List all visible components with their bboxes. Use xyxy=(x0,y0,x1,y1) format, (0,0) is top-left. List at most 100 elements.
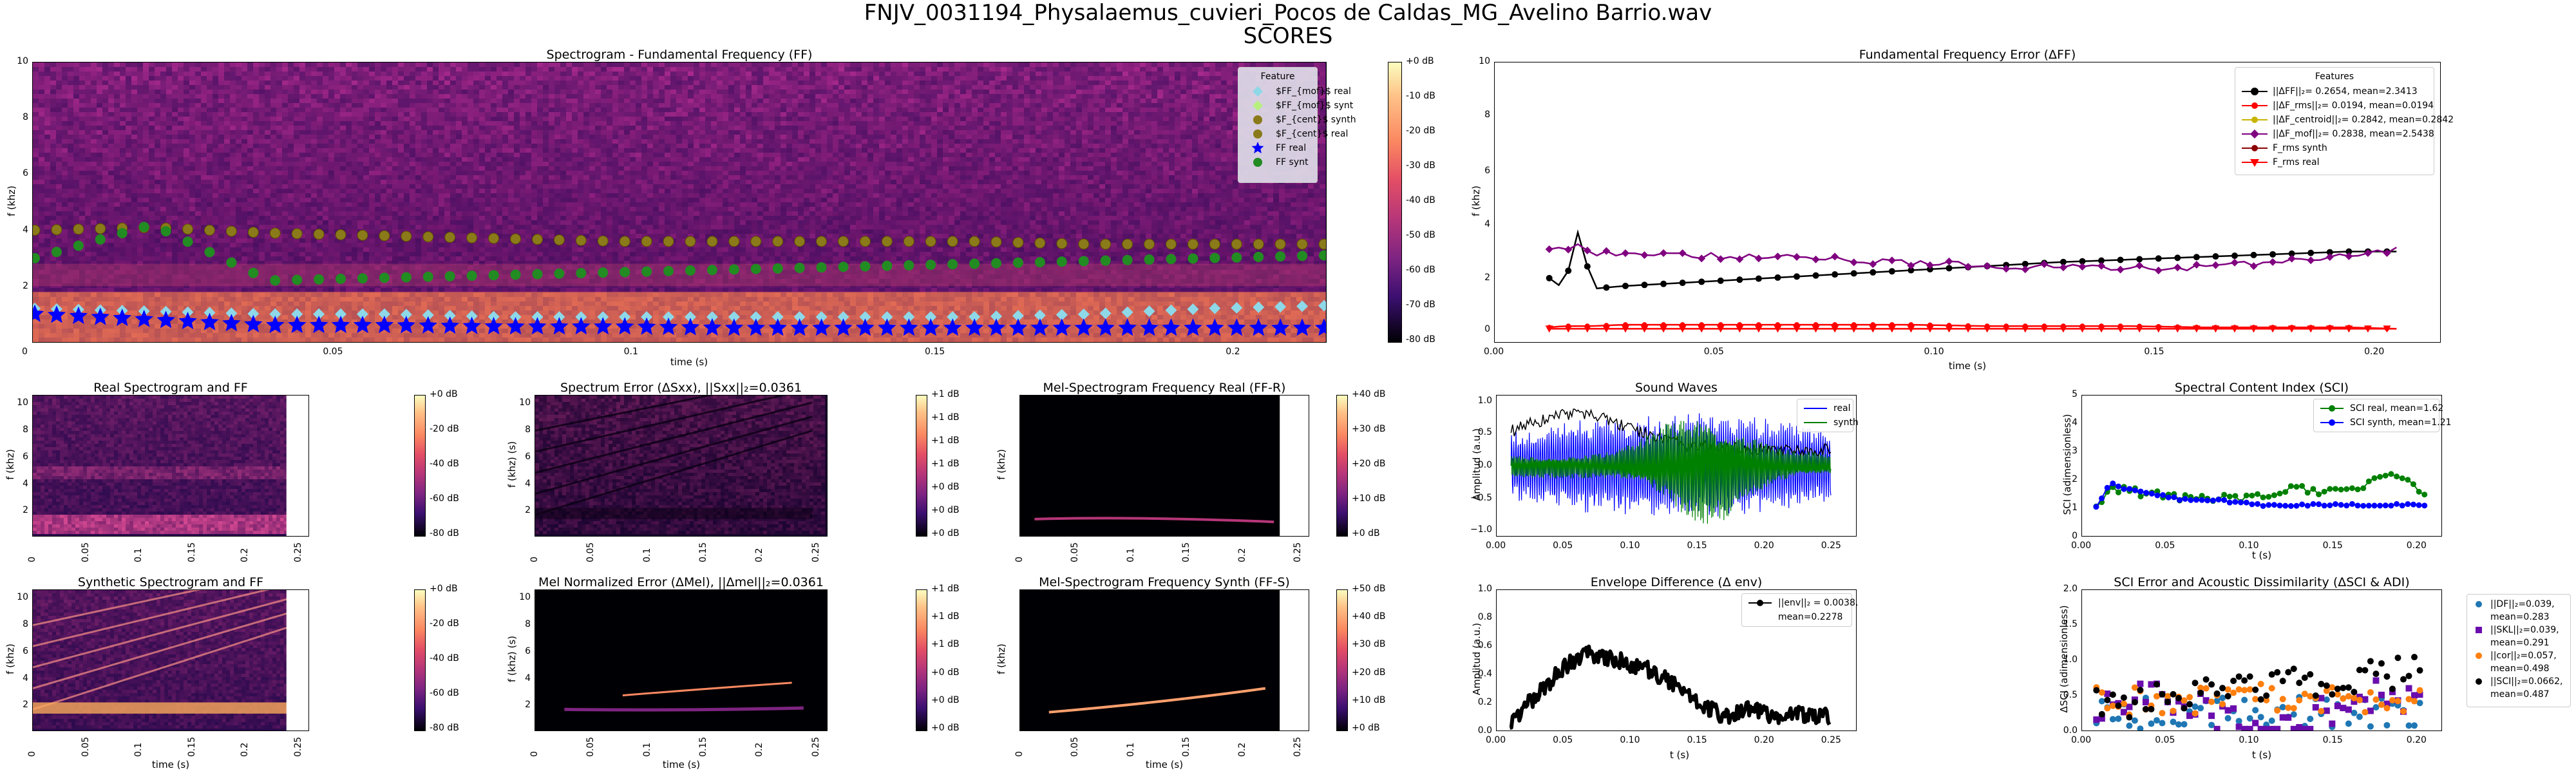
ff-real-marker xyxy=(69,306,88,324)
y-tick-label: 4 xyxy=(2072,417,2078,428)
fcent-marker xyxy=(1274,238,1286,250)
ff-synt-marker xyxy=(706,265,717,276)
panel-title: Mel Normalized Error (ΔMel), ||Δmel||₂=0… xyxy=(535,575,828,589)
ff-mof-marker xyxy=(1099,307,1112,320)
ff-synt-marker xyxy=(1100,255,1111,266)
legend-entry: SCI real, mean=1.62 xyxy=(2318,401,2443,415)
ff-mof-marker xyxy=(488,310,500,323)
ff-mof-marker xyxy=(750,310,762,323)
fcent-marker xyxy=(903,236,914,247)
rms-real-marker xyxy=(2059,325,2067,333)
y-tick-label: 2 xyxy=(1484,272,1490,283)
legend-swatch xyxy=(2242,117,2268,123)
fcent-marker xyxy=(1122,238,1133,250)
colorbar-tick-label: +0 dB xyxy=(931,482,960,492)
envelope-diff-line xyxy=(1509,644,1832,730)
y-tick-label: 1.0 xyxy=(1478,396,1492,406)
fcent-marker xyxy=(794,236,806,247)
mof-error-marker xyxy=(1678,249,1687,257)
colorbar-tick-label: +10 dB xyxy=(1352,493,1386,504)
legend-entry: ||DF||₂=0.039, xyxy=(2471,597,2566,611)
colorbar-tick-label: +30 dB xyxy=(1352,424,1386,434)
adi-marker xyxy=(2202,685,2210,692)
rms-real-marker xyxy=(2307,325,2315,333)
rms-real-marker xyxy=(2211,325,2220,333)
adi-marker xyxy=(2301,691,2308,698)
fcent-marker xyxy=(816,236,828,247)
adi-marker xyxy=(2329,720,2336,727)
adi-marker xyxy=(2345,684,2352,691)
ff-real-marker xyxy=(965,318,984,336)
adi-marker xyxy=(2323,696,2330,703)
adi-marker xyxy=(2224,707,2231,714)
y-tick-label: 0 xyxy=(1484,324,1490,334)
ff-mof-marker xyxy=(335,308,347,320)
adi-marker xyxy=(2394,654,2401,662)
x-tick-label: 0.05 xyxy=(323,347,343,357)
adi-marker xyxy=(2351,689,2358,696)
sci-marker xyxy=(2416,502,2422,508)
legend-label: F_rms real xyxy=(2273,157,2319,167)
adi-marker xyxy=(2175,694,2182,701)
adi-marker xyxy=(2400,708,2407,715)
ff-mof-marker xyxy=(466,310,478,322)
chart-plot-area xyxy=(2081,395,2442,537)
rms-real-marker xyxy=(1545,325,1553,333)
ff-synt-marker xyxy=(794,262,805,273)
mof-error-marker xyxy=(1869,260,1877,268)
mof-error-marker xyxy=(1888,256,1896,265)
rms-real-marker xyxy=(1716,325,1725,333)
sci-marker xyxy=(2421,502,2428,509)
adi-marker xyxy=(2362,667,2369,674)
colorbar-tick-label: -50 dB xyxy=(1406,230,1435,240)
ff-real-marker xyxy=(1162,318,1180,336)
sci-marker xyxy=(2332,486,2338,492)
ff-error-marker xyxy=(2098,257,2105,264)
adi-marker xyxy=(2329,684,2336,691)
fcent-marker xyxy=(466,232,478,243)
mof-error-marker xyxy=(2269,258,2277,266)
fcent-marker xyxy=(225,225,237,237)
adi-marker xyxy=(2192,703,2199,711)
x-tick-label: 0 xyxy=(1014,557,1025,562)
mof-error-marker xyxy=(2174,263,2182,272)
colorbar-tick-label: +0 dB xyxy=(931,528,960,539)
adi-marker xyxy=(2296,697,2303,704)
adi-marker xyxy=(2170,707,2177,714)
mof-error-marker xyxy=(1812,255,1820,263)
ff-real-marker xyxy=(1184,318,1202,336)
ff-mof-marker xyxy=(619,310,631,323)
mof-error-marker xyxy=(2383,249,2391,257)
colorbar-tick-label: -20 dB xyxy=(430,424,459,434)
ff-real-marker xyxy=(1293,318,1312,336)
adi-marker xyxy=(2290,725,2297,730)
y-tick-label: 0.0 xyxy=(1478,460,1492,470)
y-tick-label: 6 xyxy=(23,168,28,178)
ff-error-marker xyxy=(2022,260,2029,267)
colorbar-tick-label: +1 dB xyxy=(931,435,960,446)
rms-real-marker xyxy=(1678,325,1687,333)
chart-plot-area xyxy=(535,395,828,537)
ff-real-marker xyxy=(266,316,285,334)
ff-mof-marker xyxy=(1296,300,1309,312)
fcent-marker xyxy=(379,230,390,242)
ff-synt-marker xyxy=(1144,254,1155,265)
ff-real-marker xyxy=(746,318,765,336)
y-tick-label: 4 xyxy=(23,225,28,235)
sci-marker xyxy=(2327,502,2333,508)
adi-marker xyxy=(2142,698,2149,705)
adi-marker xyxy=(2235,723,2242,730)
sci-marker xyxy=(2277,490,2283,497)
x-tick-label: 0.15 xyxy=(1181,737,1191,757)
x-tick-label: 0.15 xyxy=(187,542,197,562)
adi-marker xyxy=(2126,722,2133,729)
sci-marker xyxy=(2421,491,2428,498)
ff-error-marker xyxy=(2212,253,2219,260)
adi-marker xyxy=(2367,689,2374,696)
fcent-marker xyxy=(269,227,281,239)
sci-marker xyxy=(2104,484,2110,491)
ff-synt-marker xyxy=(138,222,149,233)
ff-real-marker xyxy=(1074,318,1093,336)
ff-mof-marker xyxy=(684,310,696,323)
adi-marker xyxy=(2098,715,2105,722)
